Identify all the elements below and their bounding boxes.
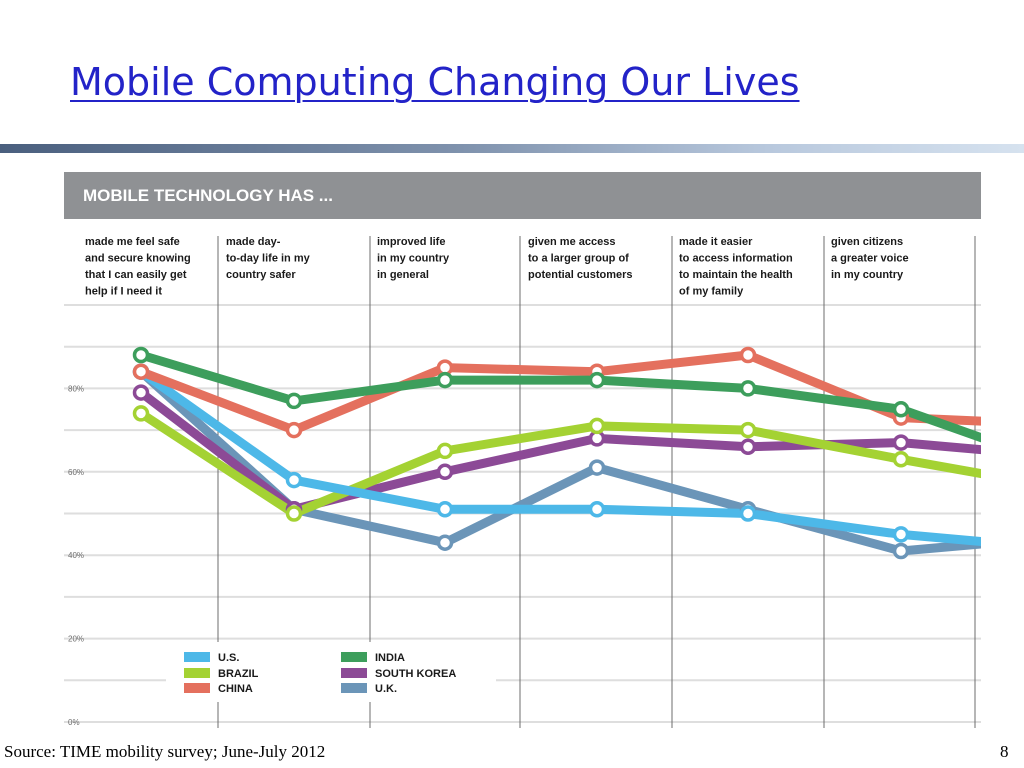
legend-label: CHINA — [218, 683, 253, 695]
data-point — [739, 421, 757, 439]
legend-label: BRAZIL — [218, 668, 259, 680]
data-point — [436, 501, 454, 518]
category-label: made me feel safe and secure knowing that … — [85, 236, 191, 298]
data-point — [436, 463, 454, 481]
category-label: improved life in my country in general — [377, 236, 450, 281]
legend-swatch — [341, 683, 367, 693]
data-point — [739, 505, 757, 522]
data-point — [132, 405, 150, 422]
data-point — [588, 417, 606, 435]
data-point — [132, 384, 150, 401]
category-label: given me access to a larger group of poten… — [528, 236, 633, 281]
data-point — [588, 501, 606, 518]
data-point — [588, 371, 606, 389]
data-point — [892, 434, 910, 451]
legend-swatch — [341, 652, 367, 662]
data-point — [892, 526, 910, 543]
legend-label: U.S. — [218, 652, 239, 664]
data-point — [285, 421, 303, 439]
category-label: made it easier to access information to ma… — [679, 236, 793, 298]
source-note: Source: TIME mobility survey; June-July … — [4, 742, 326, 761]
data-point — [892, 401, 910, 418]
data-point — [132, 346, 150, 364]
data-point — [436, 371, 454, 389]
legend-label: SOUTH KOREA — [375, 668, 456, 680]
data-point — [436, 442, 454, 460]
category-label: made day-to-day life in my country safer — [226, 236, 311, 281]
data-point — [436, 534, 454, 551]
data-point — [285, 392, 303, 410]
page-number: 8 — [1000, 742, 1009, 761]
data-point — [892, 542, 910, 560]
y-tick-label: 40% — [68, 551, 84, 560]
data-point — [739, 438, 757, 456]
data-point — [892, 451, 910, 468]
slide-title: Mobile Computing Changing Our Lives — [70, 60, 800, 104]
y-tick-label: 80% — [68, 384, 84, 393]
legend-label: U.K. — [375, 683, 397, 695]
category-label: given citizens a greater voice in my count… — [831, 236, 909, 281]
data-point — [588, 459, 606, 476]
data-point — [285, 505, 303, 522]
legend-background — [166, 642, 496, 702]
legend-swatch — [184, 683, 210, 693]
data-point — [285, 471, 303, 489]
title-divider — [0, 144, 1024, 153]
legend-swatch — [341, 668, 367, 678]
chart-header-bar — [64, 172, 981, 219]
y-tick-label: 0% — [68, 718, 80, 727]
data-point — [739, 346, 757, 364]
y-tick-label: 60% — [68, 468, 84, 477]
chart-title: MOBILE TECHNOLOGY HAS ... — [83, 186, 333, 205]
plot-area: 0% 20% 40% 60% 80% made me feel safe and secur… — [64, 236, 981, 728]
y-tick-label: 20% — [68, 635, 84, 644]
legend-swatch — [184, 668, 210, 678]
data-point — [132, 363, 150, 380]
legend-label: INDIA — [375, 652, 405, 664]
data-point — [739, 380, 757, 397]
legend-swatch — [184, 652, 210, 662]
